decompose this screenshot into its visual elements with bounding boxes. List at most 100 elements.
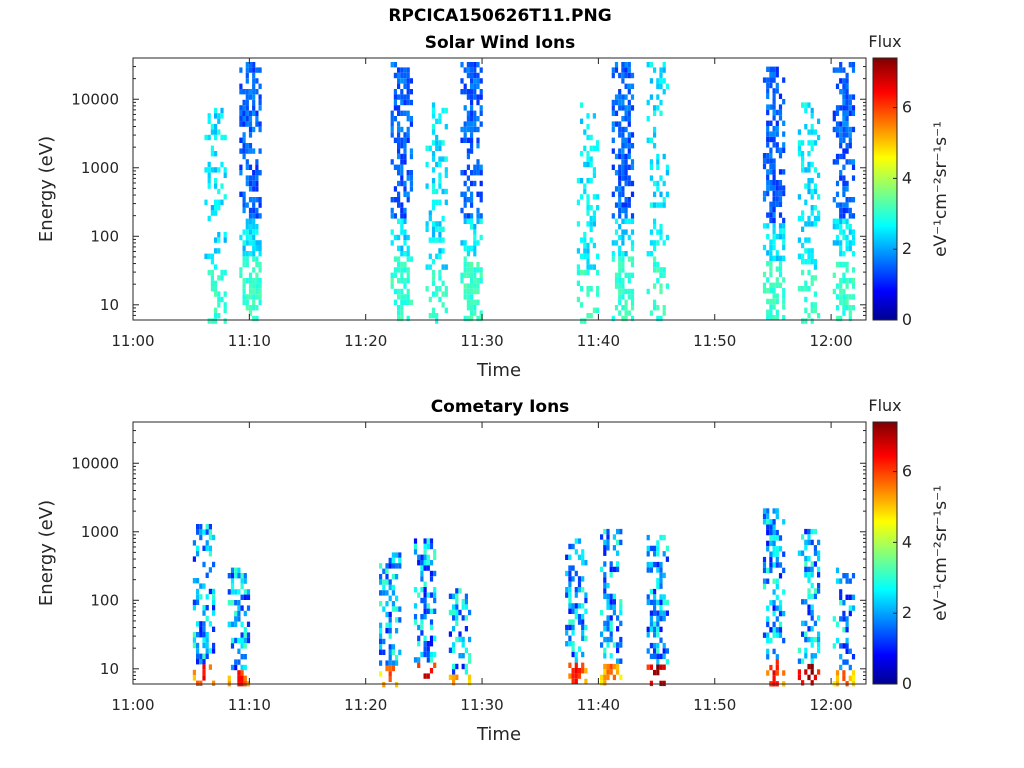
heatmap-cell [772, 244, 776, 251]
heatmap-cell [614, 202, 619, 208]
heatmap-cell [662, 267, 666, 273]
heatmap-cell [409, 256, 413, 262]
heatmap-cell [202, 561, 206, 568]
heatmap-cell [400, 213, 404, 219]
heatmap-cell [473, 299, 477, 305]
heatmap-cell [848, 137, 852, 143]
heatmap-cell [242, 89, 246, 95]
heatmap-cell [435, 237, 439, 243]
heatmap-cell [662, 615, 666, 622]
heatmap-cell [479, 121, 483, 127]
heatmap-cell [398, 552, 402, 558]
heatmap-cell [627, 234, 631, 241]
heatmap-cell [237, 600, 241, 606]
heatmap-cell [762, 223, 767, 229]
heatmap-cell [223, 307, 227, 313]
heatmap-cell [479, 180, 483, 187]
heatmap-cell [400, 288, 404, 295]
heatmap-cell [214, 124, 218, 130]
heatmap-cell [245, 121, 249, 127]
heatmap-cell [769, 147, 773, 153]
heatmap-cell [609, 626, 613, 632]
heatmap-cell [406, 256, 410, 262]
heatmap-cell [835, 67, 840, 73]
heatmap-cell [406, 83, 410, 89]
heatmap-cell [205, 529, 209, 535]
heatmap-cell [801, 534, 805, 540]
heatmap-cell [766, 616, 770, 622]
heatmap-cell [662, 197, 666, 203]
heatmap-cell [571, 673, 575, 679]
heatmap-cell [252, 186, 256, 192]
heatmap-cell [207, 167, 211, 173]
heatmap-cell [839, 643, 843, 649]
heatmap-cell [255, 159, 259, 165]
heatmap-cell [618, 191, 622, 197]
heatmap-cell [592, 210, 596, 216]
heatmap-cell [835, 110, 840, 116]
heatmap-cell [458, 609, 462, 616]
heatmap-cell [463, 83, 467, 89]
heatmap-cell [649, 240, 653, 246]
heatmap-cell [255, 278, 259, 284]
heatmap-cell [379, 671, 383, 677]
heatmap-cell [835, 637, 840, 644]
heatmap-cell [413, 587, 418, 593]
heatmap-cell [845, 105, 849, 111]
heatmap-cell [656, 164, 660, 170]
heatmap-cell [234, 600, 238, 606]
heatmap-cell [807, 663, 811, 670]
heatmap-cell [400, 126, 404, 133]
heatmap-cell [583, 183, 587, 189]
heatmap-cell [400, 278, 404, 284]
heatmap-cell [653, 143, 657, 149]
heatmap-cell [772, 174, 776, 180]
heatmap-cell [388, 671, 392, 677]
heatmap-cell [476, 99, 480, 106]
heatmap-cell [576, 178, 580, 184]
heatmap-cell [656, 642, 660, 649]
heatmap-cell [845, 573, 849, 579]
heatmap-cell [766, 605, 770, 611]
heatmap-cell [606, 604, 610, 610]
heatmap-cell [245, 148, 249, 154]
heatmap-cell [576, 280, 580, 286]
heatmap-cell [646, 551, 650, 557]
heatmap-cell [568, 597, 572, 604]
heatmap-cell [621, 315, 625, 322]
heatmap-cell [624, 213, 628, 219]
heatmap-cell [778, 185, 783, 191]
heatmap-cell [466, 62, 470, 68]
heatmap-cell [665, 170, 669, 176]
heatmap-cell [397, 126, 401, 133]
heatmap-cell [845, 99, 849, 106]
heatmap-cell [653, 261, 657, 268]
heatmap-cell [653, 305, 657, 311]
heatmap-cell [659, 191, 663, 197]
heatmap-cell [624, 164, 628, 170]
heatmap-cell [431, 232, 436, 238]
heatmap-cell [848, 664, 852, 671]
heatmap-cell [397, 153, 401, 160]
heatmap-cell [406, 245, 410, 251]
heatmap-cell [624, 137, 628, 143]
heatmap-cell [621, 240, 625, 246]
heatmap-cell [212, 561, 216, 568]
heatmap-cell [234, 616, 238, 622]
heatmap-cell [382, 606, 386, 612]
heatmap-cell [662, 610, 666, 616]
heatmap-cell [839, 105, 843, 111]
heatmap-cell [466, 126, 470, 133]
heatmap-cell [589, 156, 593, 162]
heatmap-cell [390, 272, 394, 278]
heatmap-cell [460, 207, 464, 214]
heatmap-cell [839, 89, 843, 95]
heatmap-cell [842, 186, 846, 192]
heatmap-cell [230, 589, 235, 595]
heatmap-cell [426, 538, 430, 544]
heatmap-cell [452, 674, 456, 680]
heatmap-cell [479, 315, 483, 322]
heatmap-cell [397, 288, 401, 295]
heatmap-cell [237, 573, 241, 579]
heatmap-cell [612, 663, 616, 670]
